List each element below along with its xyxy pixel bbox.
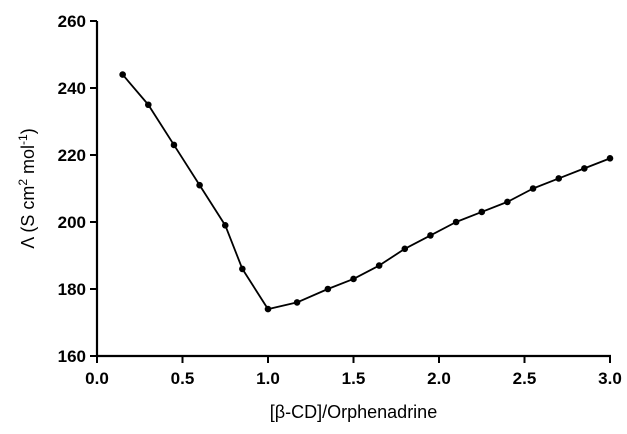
y-axis: 160 180 200 220 240 260 — [58, 12, 99, 366]
data-point — [239, 265, 246, 273]
data-point — [581, 165, 588, 172]
data-point — [427, 232, 434, 239]
data-point — [293, 299, 301, 306]
x-tick-label: 1.0 — [256, 369, 280, 388]
data-point — [145, 101, 152, 109]
x-tick-label: 0.5 — [171, 369, 195, 388]
y-axis-title-sup2: -1 — [16, 134, 30, 145]
data-point — [452, 218, 460, 226]
data-line — [121, 74, 611, 311]
data-point — [119, 71, 126, 78]
data-point — [504, 198, 511, 206]
x-axis: 0.0 0.5 1.0 1.5 2.0 2.5 3.0 — [85, 354, 622, 388]
data-point — [478, 208, 486, 216]
y-axis-title: Λ (S cm2 mol-1) — [16, 128, 38, 248]
x-axis-title: [β-CD]/Orphenadrine — [270, 402, 437, 422]
series-line — [121, 74, 611, 311]
x-tick-label: 0.0 — [85, 369, 109, 388]
y-axis-title-middle: mol — [18, 145, 38, 179]
y-tick-label: 180 — [58, 280, 86, 299]
data-point — [264, 305, 272, 313]
y-axis-title-sup1: 2 — [16, 179, 30, 186]
data-point — [170, 141, 178, 149]
series-points — [119, 71, 614, 313]
y-tick-label: 160 — [58, 347, 86, 366]
data-point — [529, 185, 537, 192]
x-tick-label: 1.5 — [342, 369, 366, 388]
data-point — [221, 222, 229, 229]
y-axis-title-suffix: ) — [18, 128, 38, 134]
y-tick-label: 220 — [58, 146, 86, 165]
y-tick-label: 240 — [58, 79, 86, 98]
data-point — [196, 181, 203, 189]
x-tick-label: 3.0 — [598, 369, 622, 388]
data-point — [350, 275, 357, 283]
data-point — [375, 262, 383, 269]
data-point — [324, 285, 332, 293]
x-tick-label: 2.0 — [427, 369, 451, 388]
data-point — [606, 155, 614, 162]
data-point — [555, 175, 562, 182]
y-tick-label: 260 — [58, 12, 86, 31]
y-axis-title-prefix: Λ (S cm — [18, 186, 38, 249]
x-tick-label: 2.5 — [513, 369, 537, 388]
y-tick-label: 200 — [58, 213, 86, 232]
data-point — [401, 245, 409, 253]
